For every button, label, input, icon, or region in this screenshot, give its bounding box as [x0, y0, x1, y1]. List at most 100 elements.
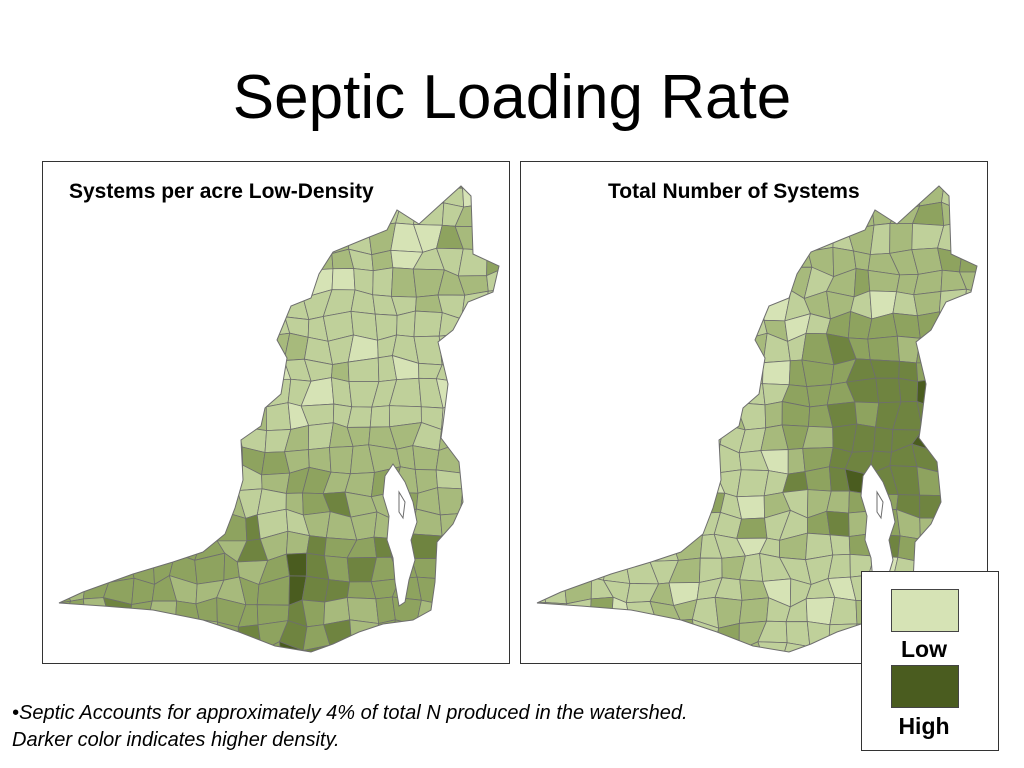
county	[507, 205, 510, 230]
county	[86, 492, 115, 517]
county	[696, 377, 719, 409]
county	[604, 424, 632, 454]
county	[217, 206, 243, 229]
county	[538, 201, 568, 227]
county	[500, 644, 510, 664]
county	[958, 533, 977, 557]
county	[737, 332, 768, 364]
county	[476, 579, 499, 604]
county	[604, 445, 634, 468]
county	[537, 268, 545, 295]
county	[698, 443, 721, 474]
county	[630, 445, 660, 472]
county-map-systems-per-acre	[58, 185, 510, 664]
county	[807, 222, 835, 252]
county	[83, 226, 107, 254]
county	[653, 642, 680, 652]
county	[306, 535, 327, 557]
county	[606, 534, 632, 564]
county	[59, 640, 70, 652]
county	[503, 377, 510, 405]
county	[485, 332, 499, 362]
county	[456, 424, 487, 451]
county	[460, 360, 486, 388]
county	[983, 293, 988, 316]
county	[503, 359, 510, 385]
county	[540, 641, 571, 652]
county	[737, 296, 765, 321]
county	[982, 338, 988, 357]
county	[961, 509, 977, 541]
county	[505, 532, 510, 559]
county	[602, 466, 634, 494]
county	[168, 377, 196, 405]
county	[654, 245, 678, 273]
county	[172, 289, 203, 317]
county	[507, 224, 510, 252]
county-map-total-systems	[536, 185, 988, 653]
county	[961, 423, 977, 449]
county	[220, 406, 244, 427]
county	[59, 422, 70, 450]
county	[984, 272, 988, 296]
county	[126, 203, 158, 228]
county	[110, 622, 132, 649]
county	[413, 335, 443, 366]
map-title-total-systems: Total Number of Systems	[608, 180, 860, 203]
county	[633, 336, 652, 360]
county	[542, 492, 565, 519]
county	[696, 313, 724, 338]
county	[258, 293, 286, 318]
county	[180, 337, 203, 365]
county	[585, 641, 611, 652]
county	[241, 223, 266, 255]
county	[194, 495, 218, 514]
county	[590, 292, 607, 317]
county	[106, 447, 133, 475]
county	[978, 465, 988, 495]
county	[59, 465, 93, 494]
legend-swatch-high	[891, 665, 959, 708]
county	[60, 266, 90, 295]
county	[105, 540, 131, 563]
county	[537, 201, 546, 232]
county	[237, 316, 266, 341]
county	[82, 554, 114, 583]
watershed-boundary	[58, 185, 500, 653]
county	[941, 535, 963, 561]
county	[151, 268, 177, 294]
county	[456, 642, 489, 652]
county	[780, 222, 810, 252]
county	[103, 227, 134, 251]
county	[589, 620, 612, 649]
county	[89, 472, 115, 497]
county	[671, 354, 702, 386]
county	[715, 201, 743, 226]
county	[604, 399, 631, 431]
county	[692, 354, 726, 386]
county	[60, 619, 87, 650]
county	[170, 245, 204, 276]
county	[59, 354, 72, 379]
county	[938, 447, 968, 473]
county	[652, 493, 682, 520]
county	[216, 464, 244, 498]
county	[216, 290, 246, 320]
county	[826, 510, 850, 537]
county	[455, 574, 489, 604]
county	[169, 207, 199, 230]
county	[195, 645, 222, 652]
county	[128, 223, 158, 253]
county	[172, 467, 201, 497]
county	[542, 186, 569, 187]
county	[439, 513, 461, 537]
county	[106, 295, 130, 320]
county	[481, 186, 499, 210]
county	[156, 204, 179, 230]
county	[983, 356, 988, 384]
county	[59, 245, 70, 273]
county	[716, 360, 741, 388]
county	[505, 422, 510, 450]
county	[59, 338, 70, 358]
county	[502, 600, 510, 623]
